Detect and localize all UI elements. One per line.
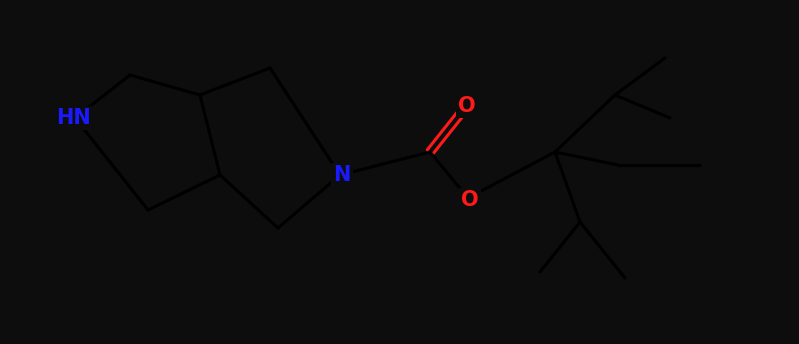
Text: O: O [458, 96, 476, 116]
Text: O: O [461, 190, 479, 210]
Text: HN: HN [56, 108, 90, 128]
Text: N: N [333, 165, 351, 185]
